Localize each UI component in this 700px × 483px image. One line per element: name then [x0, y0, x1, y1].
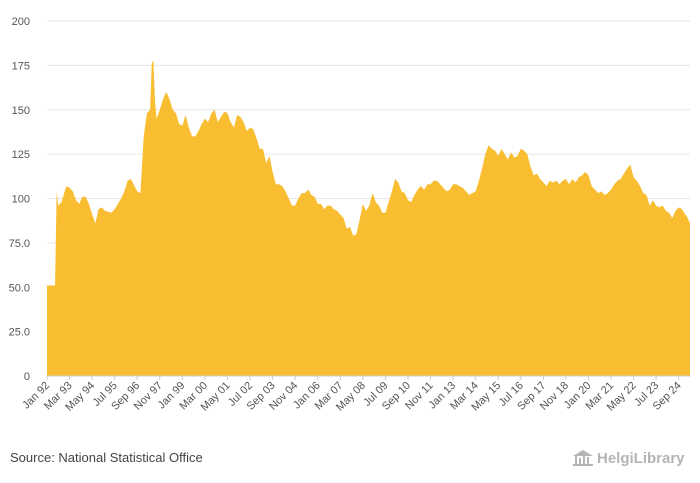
brand-logo[interactable]: HelgiLibrary [572, 449, 685, 467]
y-tick-label: 125 [12, 149, 30, 161]
y-tick-label: 100 [12, 194, 30, 206]
y-axis: 0 25.0 50.0 75.0 100 125 150 175 200 [9, 16, 30, 383]
y-tick-label: 75.0 [9, 238, 30, 250]
library-building-icon [572, 449, 594, 467]
y-tick-label: 175 [12, 60, 30, 72]
y-tick-label: 200 [12, 16, 30, 28]
series-area [47, 60, 690, 377]
brand-name: HelgiLibrary [597, 449, 685, 467]
y-tick-label: 0 [24, 371, 30, 383]
y-tick-label: 25.0 [9, 327, 30, 339]
y-tick-label: 150 [12, 105, 30, 117]
source-note: Source: National Statistical Office [10, 450, 203, 465]
y-tick-label: 50.0 [9, 282, 30, 294]
